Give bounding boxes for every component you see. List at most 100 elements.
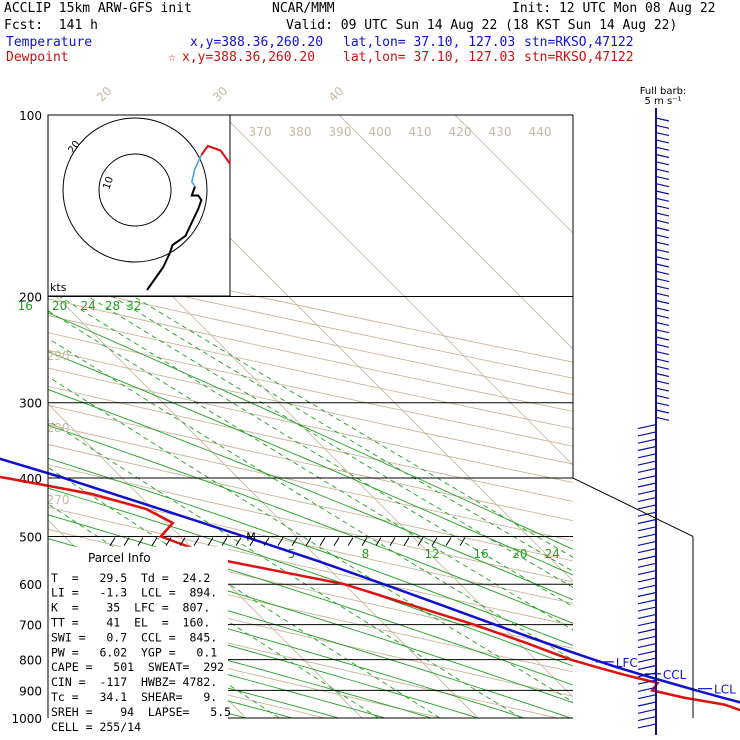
wind-barb: [637, 453, 657, 459]
wind-barb: [655, 183, 670, 188]
wind-barb: [637, 716, 657, 722]
dewpoint-latlon: lat,lon= 37.10, 127.03: [343, 50, 516, 65]
wind-barb: [655, 168, 670, 173]
mixing-ratio-label: 28: [105, 299, 120, 313]
wind-barb: [655, 372, 670, 378]
moist-adiabat-line: [48, 351, 573, 576]
wind-barb: [655, 139, 670, 144]
wind-barb: [637, 526, 657, 532]
wind-barb: [637, 599, 657, 605]
hatch-mark: [207, 537, 214, 546]
hodograph-trace-mid: [190, 154, 203, 187]
wind-barb: [655, 402, 670, 407]
model-title: ACCLIP 15km ARW-GFS init: [4, 1, 192, 16]
dewpoint-star-icon: ☆: [168, 50, 176, 65]
moist-adiabat-line: [48, 611, 432, 719]
wind-barb: [637, 548, 657, 554]
moist-adiabat-line: [48, 626, 386, 719]
wind-barb: [655, 241, 670, 246]
temperature-latlon: lat,lon= 37.10, 127.03: [343, 35, 516, 50]
temperature-profile: [0, 457, 740, 704]
dry-adiabat-line: [48, 315, 573, 430]
temperature-xy: x,y=388.36,260.20: [190, 35, 324, 50]
theta-label: 390: [329, 125, 352, 139]
dry-adiabat-line: [48, 298, 573, 412]
ccl-label: CCL: [663, 668, 687, 682]
hatch-mark: [193, 537, 200, 546]
wind-barb: [637, 475, 657, 481]
wind-barb: [655, 212, 670, 217]
parcel-info-row: CELL = 255/14: [51, 720, 141, 734]
hatch-mark: [375, 537, 382, 546]
wind-barb: [637, 621, 657, 627]
wind-barb: [655, 124, 670, 129]
init-time: Init: 12 UTC Mon 08 Aug 22: [512, 1, 716, 16]
wind-barb: [655, 336, 670, 341]
wind-barb: [655, 219, 670, 224]
wind-barb: [655, 263, 670, 268]
wind-barb: [655, 358, 670, 363]
dewpoint-profile: [0, 475, 740, 712]
dewpoint-xy: x,y=388.36,260.20: [182, 50, 316, 65]
wind-barb: [637, 650, 657, 656]
wind-barb: [637, 518, 657, 525]
hodograph-trace-upper: [200, 144, 232, 165]
parcel-info-row: CIN = -117 HWBZ= 4782.: [51, 675, 217, 689]
parcel-info-row: TT = 41 EL = 160.: [51, 615, 210, 629]
hatch-mark: [123, 537, 130, 546]
wind-barb: [637, 613, 657, 619]
wind-barb: [655, 146, 670, 151]
isotherm-label: 40: [326, 84, 347, 105]
moist-adiabat-line: [48, 595, 479, 719]
theta-label: 380: [289, 125, 312, 139]
wind-barb: [637, 540, 657, 546]
hatch-mark: [361, 537, 368, 546]
mixing-ratio-label: 8: [362, 547, 370, 561]
temperature-legend: Temperature: [6, 35, 93, 50]
wind-barb: [637, 438, 657, 444]
dry-adiabat-line: [48, 266, 573, 379]
parcel-info-row: SWI = 0.7 CCL = 845.: [51, 630, 217, 644]
hatch-mark: [277, 537, 284, 546]
dry-adiabat-line: [48, 332, 573, 447]
mixing-ratio-line: [48, 376, 573, 703]
moist-adiabat-line: [48, 312, 573, 550]
dry-adiabat-line: [48, 464, 573, 583]
dewpoint-legend: Dewpoint: [6, 50, 69, 65]
wind-barb: [655, 380, 670, 385]
forecast-hour: Fcst: 141 h: [4, 18, 98, 33]
pressure-tick-label: 200: [19, 291, 42, 305]
parcel-info-row: PW = 6.02 YGP = 0.1: [51, 645, 217, 659]
hatch-mark: [459, 537, 466, 546]
pressure-tick-label: 600: [19, 578, 42, 592]
wind-barb: [655, 132, 670, 137]
wind-barb: [637, 562, 657, 568]
wind-barb: [637, 686, 657, 692]
parcel-info-row: LI = -1.3 LCL = 894.: [51, 586, 217, 600]
mixing-ratio-label: 20: [512, 547, 527, 561]
wind-barb: [637, 694, 657, 700]
isotherm-line: [222, 115, 573, 466]
pressure-tick-label: 800: [19, 654, 42, 668]
m-label: M: [246, 530, 256, 543]
hatch-mark: [235, 537, 242, 546]
pressure-tick-label: 300: [19, 397, 42, 411]
dewpoint-station: stn=RKSO,47122: [524, 50, 634, 65]
mixing-ratio-label: 5: [288, 547, 296, 561]
hatch-mark: [333, 537, 340, 546]
hatch-mark: [389, 537, 396, 546]
wind-barb: [637, 606, 657, 612]
mixing-ratio-line: [87, 296, 573, 588]
parcel-info-row: K = 35 LFC = 807.: [51, 601, 210, 615]
dry-adiabat-line: [48, 575, 573, 697]
wind-barb: [655, 190, 670, 195]
isotherm-line: [454, 115, 573, 234]
parcel-info-row: T = 29.5 Td = 24.2: [51, 571, 210, 585]
parcel-info-row: Tc = 34.1 SHEAR= 9.: [51, 690, 217, 704]
wind-barb: [655, 248, 670, 253]
mixing-ratio-label: 24: [545, 547, 560, 561]
hatch-mark: [221, 537, 228, 546]
hatch-mark: [291, 537, 298, 546]
wind-barb: [637, 679, 657, 685]
